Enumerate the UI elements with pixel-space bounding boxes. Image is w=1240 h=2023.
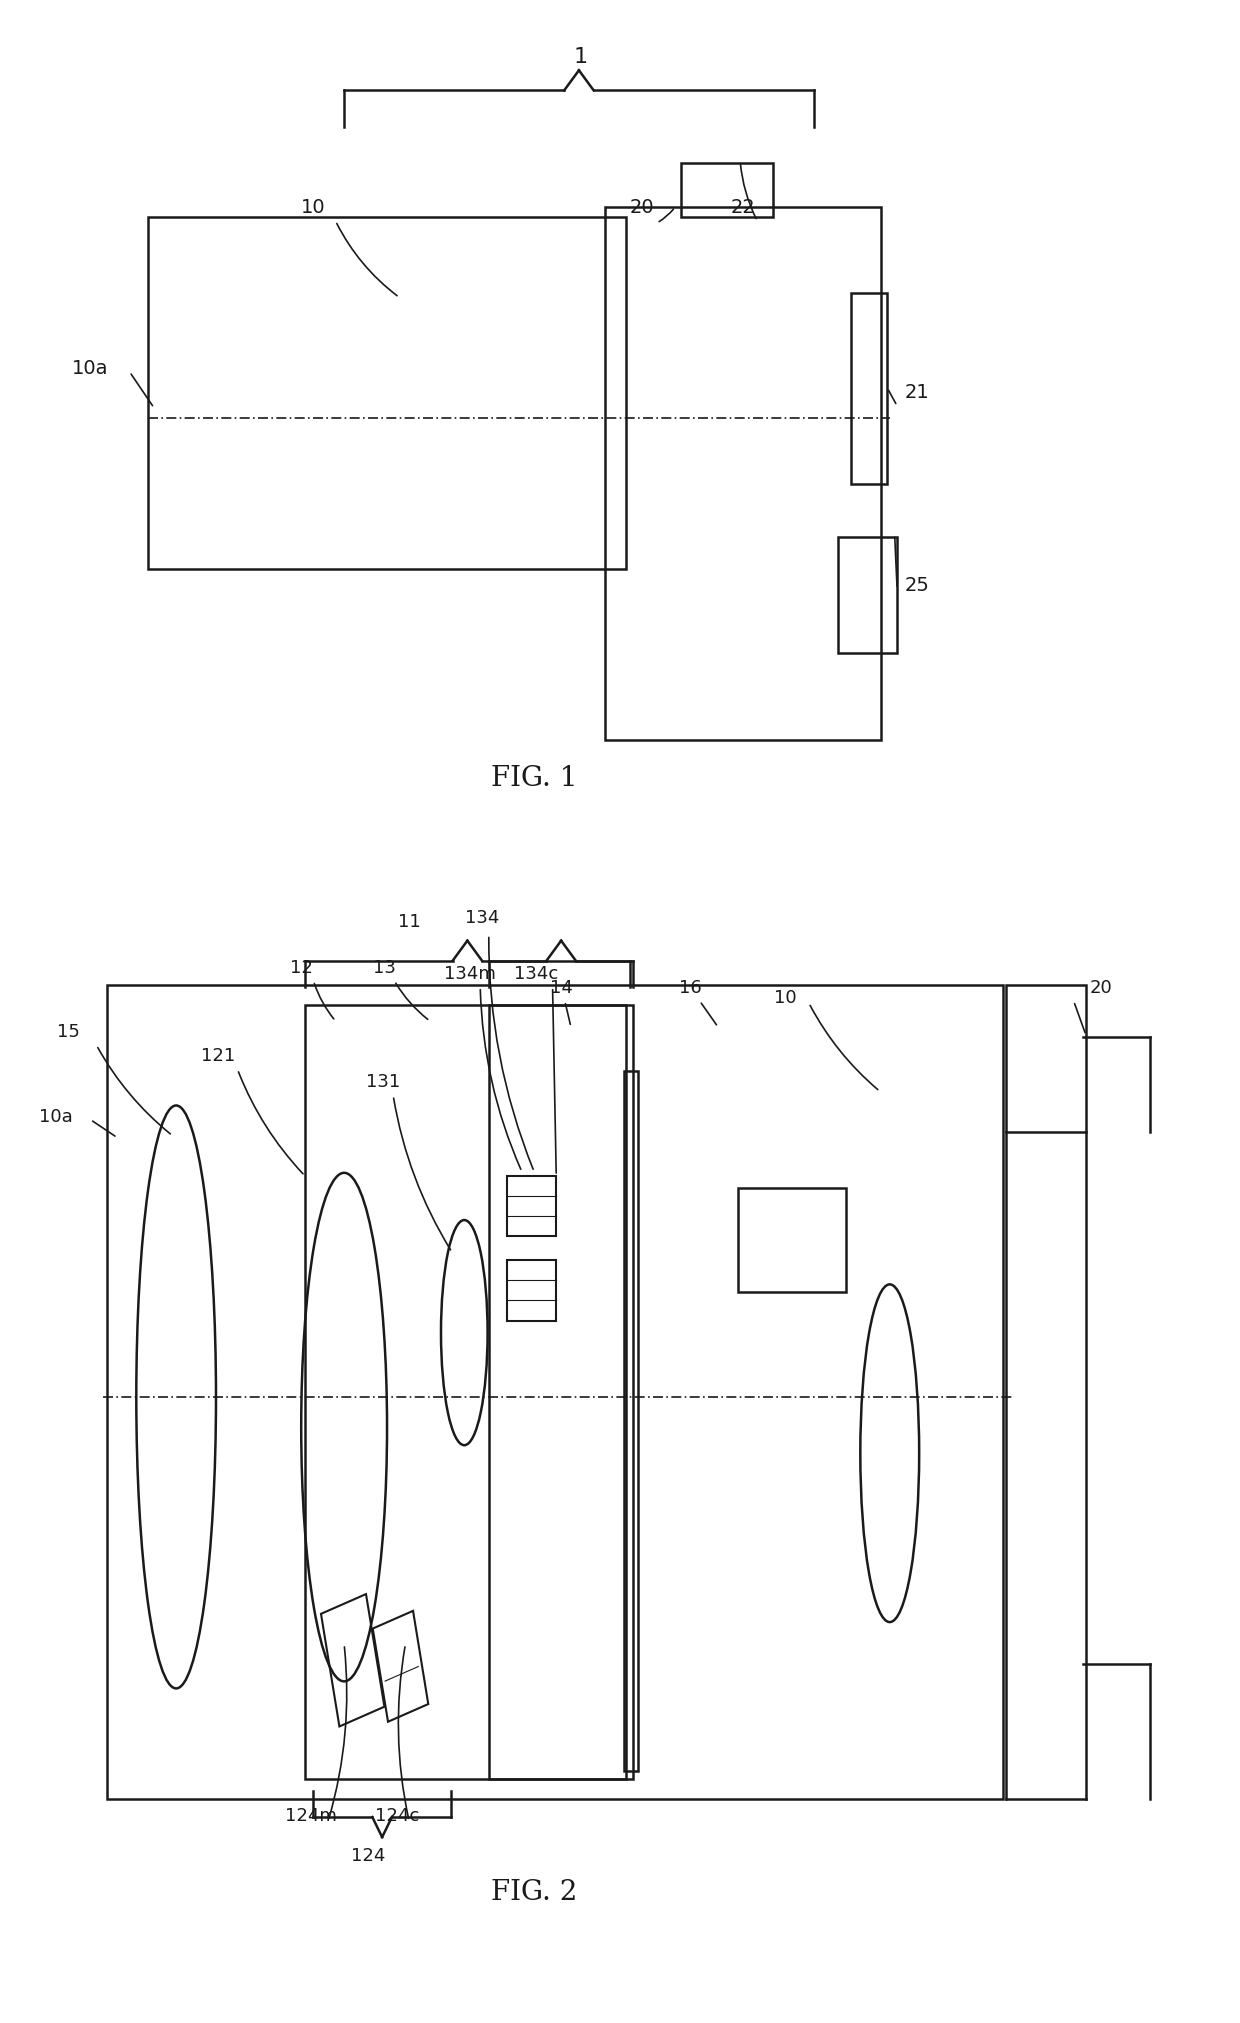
Text: 134m: 134m: [444, 965, 496, 983]
Bar: [681, 164, 774, 218]
Text: 16: 16: [678, 979, 702, 997]
Bar: [605, 208, 882, 740]
Bar: [851, 293, 888, 486]
Text: 124c: 124c: [374, 1807, 419, 1825]
Text: 15: 15: [57, 1022, 79, 1040]
Bar: [305, 1005, 626, 1778]
Bar: [738, 1188, 846, 1293]
Text: 10: 10: [774, 989, 797, 1005]
Text: 124m: 124m: [285, 1807, 337, 1825]
Text: 11: 11: [398, 912, 420, 931]
Text: 12: 12: [290, 959, 312, 977]
Text: 10: 10: [301, 198, 326, 216]
Text: 14: 14: [549, 979, 573, 997]
Text: 22: 22: [730, 198, 755, 216]
Text: 134c: 134c: [515, 965, 559, 983]
Bar: [373, 1610, 428, 1722]
Bar: [507, 1260, 557, 1321]
Bar: [838, 538, 897, 653]
Text: 134: 134: [465, 908, 500, 927]
Text: FIG. 2: FIG. 2: [491, 1877, 578, 1906]
Bar: [148, 218, 626, 570]
Bar: [108, 985, 1003, 1798]
Bar: [624, 1072, 639, 1770]
Text: 25: 25: [904, 577, 929, 595]
Text: 124: 124: [351, 1847, 386, 1865]
Bar: [1006, 985, 1086, 1133]
Text: 121: 121: [201, 1046, 234, 1064]
Text: 1: 1: [574, 47, 588, 67]
Text: 20: 20: [1089, 979, 1112, 997]
Text: 131: 131: [366, 1072, 401, 1090]
Bar: [507, 1175, 557, 1236]
Text: 21: 21: [904, 382, 929, 403]
Text: 13: 13: [373, 959, 396, 977]
Text: 10a: 10a: [40, 1107, 73, 1125]
Bar: [321, 1594, 384, 1726]
Text: FIG. 1: FIG. 1: [491, 765, 578, 791]
Text: 20: 20: [630, 198, 655, 216]
Text: 10a: 10a: [72, 360, 109, 378]
Bar: [489, 1005, 634, 1778]
